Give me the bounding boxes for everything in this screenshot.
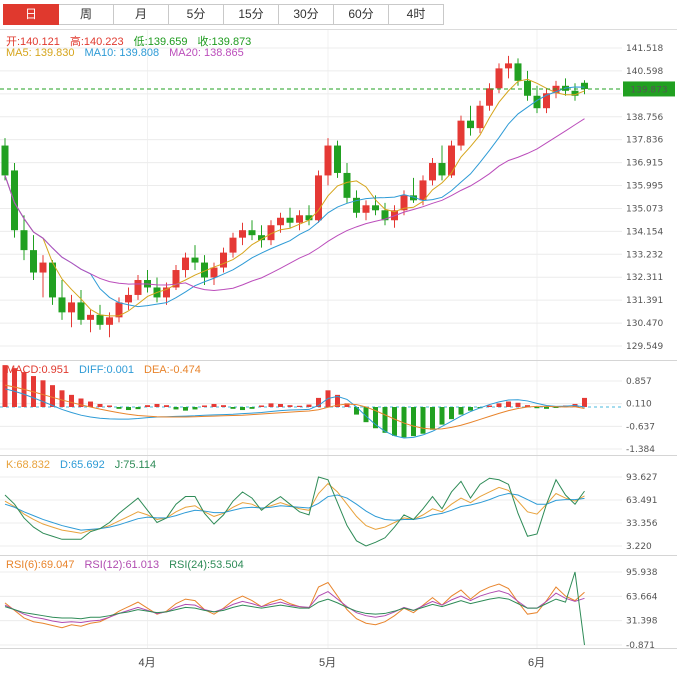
dea-line [4,384,585,430]
candles [1,55,588,338]
kdj-panel: 93.627 63.491 33.356 3.220 K:68.832 D:65.692… [0,455,677,555]
y-axis-label: 63.664 [626,592,658,602]
y-axis-label: -0.871 [626,641,655,648]
y-axis-label: 135.995 [626,182,663,192]
rsi24-line [4,571,585,646]
rsi-chart: 95.938 63.664 31.398 -0.871 [0,556,658,648]
y-axis-label: 0.857 [626,377,652,387]
d-line [4,492,585,531]
current-price-badge-label: 139.873 [630,85,667,95]
rsi12-line [4,590,585,623]
x-axis-label-4月: 4月 [138,657,156,669]
tab-日[interactable]: 日 [3,4,59,25]
y-axis-label: -0.637 [626,422,655,432]
macd-chart: 0.857 0.110 -0.637 -1.384 [0,361,655,455]
y-axis-label: 33.356 [626,519,658,529]
tab-4时[interactable]: 4时 [388,4,444,25]
y-axis-label: 141.518 [626,44,663,54]
macd-panel: 0.857 0.110 -0.637 -1.384 MACD:0.951 DIFF:0.… [0,360,677,455]
x-axis-label-5月: 5月 [319,657,337,669]
main-chart-panel: 141.518 140.598 138.756 137.836 136.915 135.9… [0,30,677,360]
y-axis-label: 31.398 [626,617,658,627]
y-axis-label: 130.470 [626,319,663,329]
diff-line [4,388,585,439]
kdj-chart: 93.627 63.491 33.356 3.220 [0,456,658,555]
tab-5分[interactable]: 5分 [168,4,224,25]
x-axis: 4月 5月 6月 [0,648,677,680]
ma20-line [4,118,585,291]
timeframe-tabbar: 日周月 5分 15分 30分 60分 4时 [0,0,677,30]
y-axis-label: 133.232 [626,250,663,260]
y-axis-label: 0.110 [626,400,652,410]
ma10-line [4,86,585,308]
y-axis-label: 137.836 [626,136,663,146]
y-axis-label: 93.627 [626,473,658,483]
rsi6-line [4,581,585,629]
rsi-panel: 95.938 63.664 31.398 -0.871 RSI(6):69.047 RS… [0,555,677,648]
j-line [4,476,585,547]
y-axis-label: 132.311 [626,273,663,283]
tab-月[interactable]: 月 [113,4,169,25]
tab-30分[interactable]: 30分 [278,4,334,25]
tab-周[interactable]: 周 [58,4,114,25]
tab-60分[interactable]: 60分 [333,4,389,25]
y-axis-label: 136.915 [626,159,663,169]
y-axis-label: -1.384 [626,445,655,455]
y-axis-label: 63.491 [626,496,658,506]
candlestick-chart[interactable]: 141.518 140.598 138.756 137.836 136.915 135.9… [0,30,677,360]
y-axis-label: 140.598 [626,67,663,77]
y-axis-label: 135.073 [626,204,663,214]
y-axis-label: 3.220 [626,542,652,552]
y-axis-label: 134.154 [626,227,663,237]
x-axis-label-6月: 6月 [528,657,546,669]
current-price-badge [623,81,675,97]
tab-15分[interactable]: 15分 [223,4,279,25]
y-axis-label: 129.549 [626,342,663,352]
y-axis-label: 131.391 [626,296,663,306]
ma5-line [4,78,585,317]
y-axis-label: 95.938 [626,568,658,578]
y-axis-label: 138.756 [626,113,663,123]
